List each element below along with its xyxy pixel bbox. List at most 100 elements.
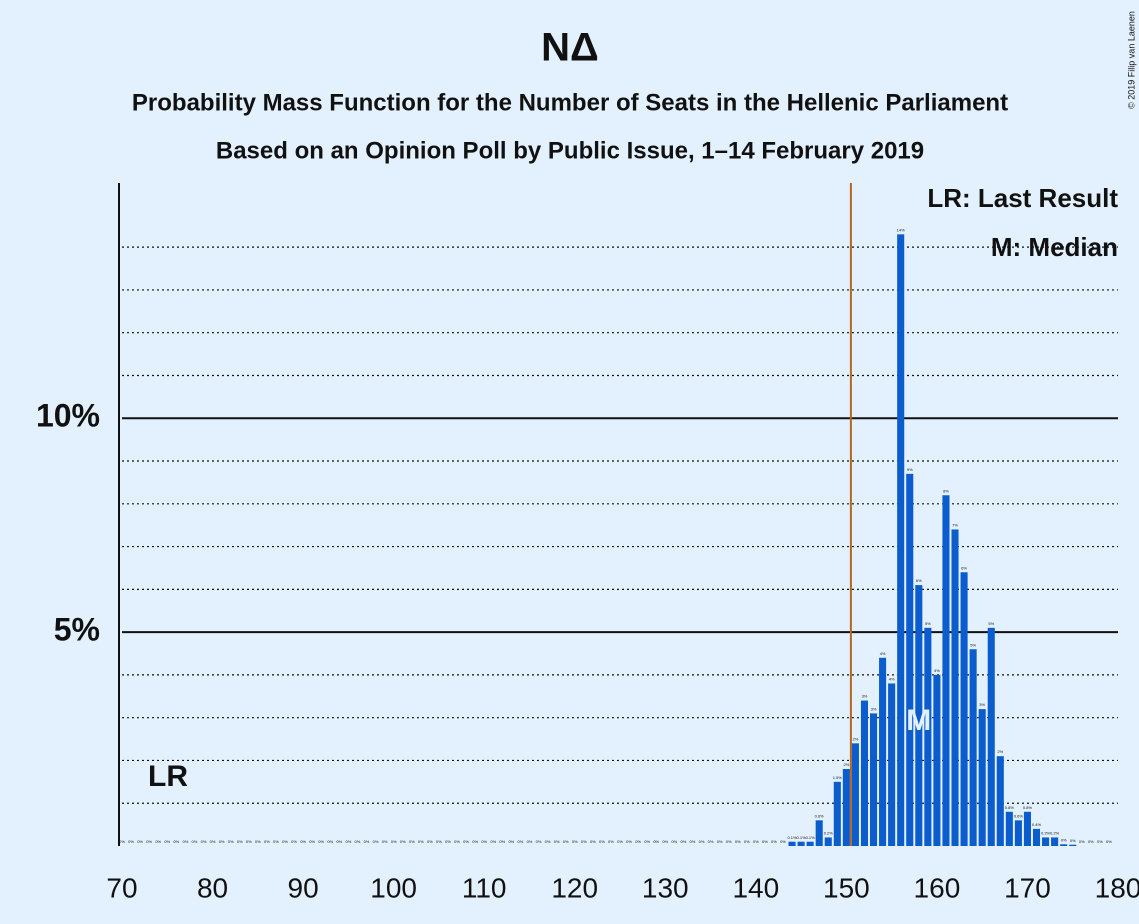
value-label: 0% bbox=[499, 839, 505, 844]
bar bbox=[806, 841, 814, 846]
value-label: 0% bbox=[463, 839, 469, 844]
value-label: 0% bbox=[137, 839, 143, 844]
y-tick-label: 10% bbox=[36, 398, 100, 434]
bar bbox=[1014, 820, 1022, 846]
value-label: 0.1% bbox=[787, 835, 797, 840]
legend-entry: LR: Last Result bbox=[927, 183, 1118, 213]
y-tick-label: 5% bbox=[54, 612, 100, 648]
value-label: 2% bbox=[843, 762, 849, 767]
value-label: 3% bbox=[979, 702, 985, 707]
bar bbox=[915, 585, 923, 846]
value-label: 0% bbox=[1079, 839, 1085, 844]
value-label: 0.6% bbox=[815, 813, 825, 818]
bar bbox=[942, 495, 950, 846]
value-label: 0% bbox=[309, 839, 315, 844]
x-tick-label: 100 bbox=[370, 872, 417, 903]
value-label: 0% bbox=[508, 839, 514, 844]
bar bbox=[833, 781, 841, 846]
bar bbox=[815, 820, 823, 846]
value-label: 0% bbox=[355, 839, 361, 844]
value-label: 0% bbox=[481, 839, 487, 844]
value-label: 0% bbox=[119, 839, 125, 844]
value-label: 0% bbox=[128, 839, 134, 844]
value-label: 0% bbox=[146, 839, 152, 844]
value-label: 0% bbox=[1070, 838, 1076, 843]
value-label: 0% bbox=[219, 839, 225, 844]
value-label: 5% bbox=[925, 621, 931, 626]
bar bbox=[824, 837, 832, 846]
bar bbox=[933, 674, 941, 846]
bar bbox=[969, 649, 977, 846]
value-label: 0% bbox=[382, 839, 388, 844]
bar bbox=[842, 769, 850, 846]
value-label: 0% bbox=[282, 839, 288, 844]
x-tick-label: 180 bbox=[1095, 872, 1139, 903]
x-tick-label: 170 bbox=[1004, 872, 1051, 903]
value-label: 0% bbox=[237, 839, 243, 844]
value-label: 0% bbox=[599, 839, 605, 844]
value-label: 0.2% bbox=[1041, 831, 1051, 836]
value-label: 0% bbox=[690, 839, 696, 844]
value-label: 0% bbox=[717, 839, 723, 844]
bar bbox=[960, 572, 968, 846]
bar bbox=[897, 234, 905, 846]
x-tick-label: 120 bbox=[551, 872, 598, 903]
value-label: 0% bbox=[427, 839, 433, 844]
value-label: 0% bbox=[590, 839, 596, 844]
value-label: 0% bbox=[554, 839, 560, 844]
value-label: 0.8% bbox=[1023, 805, 1033, 810]
value-label: 0% bbox=[436, 839, 442, 844]
value-label: 0% bbox=[753, 839, 759, 844]
value-label: 0% bbox=[409, 839, 415, 844]
value-label: 0% bbox=[536, 839, 542, 844]
value-label: 0% bbox=[445, 839, 451, 844]
value-label: 0% bbox=[617, 839, 623, 844]
bar bbox=[951, 529, 959, 846]
value-label: 0% bbox=[762, 839, 768, 844]
bar bbox=[1042, 837, 1050, 846]
value-label: 0% bbox=[545, 839, 551, 844]
value-label: 0% bbox=[581, 839, 587, 844]
value-label: 0% bbox=[671, 839, 677, 844]
value-label: 0% bbox=[735, 839, 741, 844]
x-tick-label: 140 bbox=[732, 872, 779, 903]
median-marker: M bbox=[906, 704, 931, 737]
value-label: 0% bbox=[490, 839, 496, 844]
bar bbox=[1005, 811, 1013, 846]
chart-subtitle: Based on an Opinion Poll by Public Issue… bbox=[216, 137, 924, 164]
bar bbox=[851, 743, 859, 846]
value-label: 0% bbox=[228, 839, 234, 844]
x-tick-label: 150 bbox=[823, 872, 870, 903]
value-label: 0.1% bbox=[797, 835, 807, 840]
value-label: 0% bbox=[563, 839, 569, 844]
value-label: 6% bbox=[961, 565, 967, 570]
bar bbox=[924, 627, 932, 846]
value-label: 0% bbox=[273, 839, 279, 844]
bar bbox=[797, 841, 805, 846]
value-label: 5% bbox=[988, 621, 994, 626]
value-label: 4% bbox=[880, 651, 886, 656]
value-label: 0% bbox=[472, 839, 478, 844]
value-label: 0% bbox=[680, 839, 686, 844]
bar bbox=[1032, 828, 1041, 846]
value-label: 3% bbox=[862, 694, 868, 699]
x-tick-label: 70 bbox=[106, 872, 137, 903]
value-label: 0% bbox=[1061, 837, 1067, 842]
value-label: 0% bbox=[418, 839, 424, 844]
copyright: © 2019 Filip van Laenen bbox=[1126, 11, 1136, 109]
value-label: 0% bbox=[364, 839, 370, 844]
value-label: 0.8% bbox=[1005, 805, 1015, 810]
value-label: 0.4% bbox=[1032, 822, 1042, 827]
value-label: 0% bbox=[518, 839, 524, 844]
value-label: 0% bbox=[1088, 839, 1094, 844]
value-label: 0% bbox=[336, 839, 342, 844]
bar bbox=[860, 700, 869, 846]
value-label: 0% bbox=[373, 839, 379, 844]
value-label: 0% bbox=[192, 839, 198, 844]
value-label: 0% bbox=[327, 839, 333, 844]
value-label: 0% bbox=[164, 839, 170, 844]
value-label: 0% bbox=[201, 839, 207, 844]
value-label: 0% bbox=[400, 839, 406, 844]
value-label: 0% bbox=[744, 839, 750, 844]
bar bbox=[996, 756, 1004, 846]
